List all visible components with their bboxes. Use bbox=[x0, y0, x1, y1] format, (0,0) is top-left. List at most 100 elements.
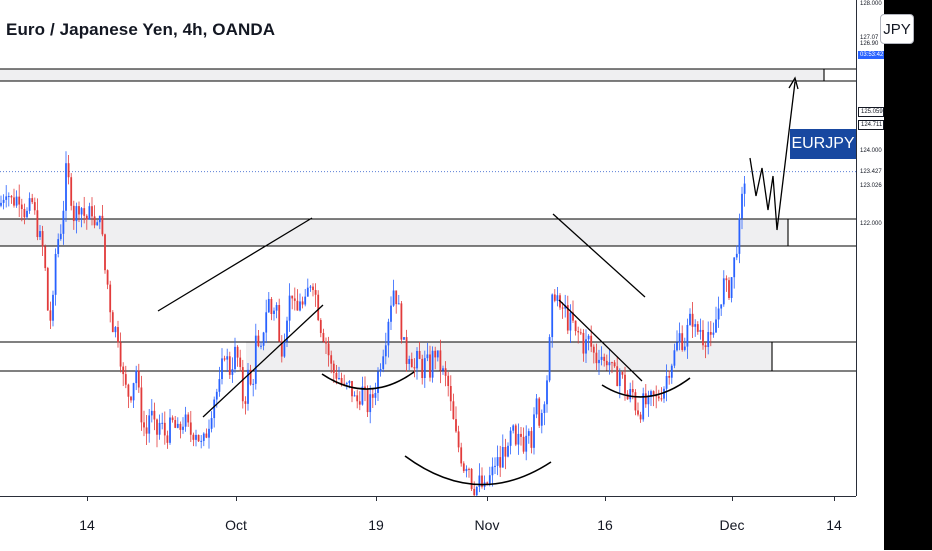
candle-body bbox=[400, 303, 403, 340]
candle-body bbox=[166, 435, 169, 443]
time-tick-mark bbox=[376, 497, 377, 501]
projection-path bbox=[749, 81, 796, 231]
candle-body bbox=[548, 337, 551, 381]
candle-body bbox=[265, 312, 268, 333]
candle-body bbox=[306, 287, 309, 297]
candle-body bbox=[683, 346, 686, 350]
candle-body bbox=[694, 324, 697, 327]
candle-body bbox=[421, 358, 424, 379]
candle-body bbox=[288, 295, 291, 321]
candle-body bbox=[75, 206, 78, 222]
candle-body bbox=[418, 350, 421, 359]
candle-body bbox=[70, 177, 73, 206]
price-tick-label: 124.000 bbox=[860, 147, 882, 154]
candle-body bbox=[644, 393, 647, 405]
candle-body bbox=[221, 358, 223, 380]
candle-body bbox=[707, 332, 710, 348]
candle-body bbox=[704, 345, 707, 348]
candle-body bbox=[0, 202, 2, 206]
candle-body bbox=[712, 332, 715, 335]
candle-body bbox=[478, 475, 481, 487]
candle-body bbox=[176, 423, 179, 428]
candle-body bbox=[98, 215, 101, 223]
candle-body bbox=[184, 414, 187, 427]
candle-body bbox=[52, 294, 54, 321]
candle-body bbox=[111, 312, 114, 333]
time-axis[interactable]: 14 Oct 19 Nov 16 Dec 14 bbox=[0, 496, 856, 551]
candle-body bbox=[384, 345, 387, 357]
pattern-arc bbox=[404, 455, 552, 486]
candle-body bbox=[187, 414, 190, 423]
candle-body bbox=[639, 414, 642, 420]
side-panel bbox=[884, 0, 932, 550]
candle-body bbox=[5, 196, 8, 200]
candle-body bbox=[286, 320, 288, 342]
candle-body bbox=[356, 395, 359, 402]
candle-body bbox=[535, 398, 538, 415]
candle-body bbox=[514, 425, 517, 445]
candle-body bbox=[553, 294, 556, 301]
candle-body bbox=[28, 198, 31, 211]
candle-body bbox=[410, 358, 413, 368]
pattern-arc bbox=[601, 377, 691, 398]
candle-body bbox=[470, 468, 473, 489]
candle-body bbox=[473, 488, 476, 496]
candle-body bbox=[444, 368, 447, 376]
candle-body bbox=[169, 417, 171, 443]
candle-body bbox=[72, 205, 75, 222]
time-tick-label: 19 bbox=[368, 517, 384, 533]
candle-body bbox=[13, 197, 15, 206]
candle-body bbox=[504, 447, 507, 457]
candle-body bbox=[49, 310, 52, 321]
candle-body bbox=[696, 324, 699, 332]
candle-body bbox=[33, 202, 36, 211]
candle-body bbox=[7, 196, 10, 198]
candle-body bbox=[663, 388, 665, 399]
candle-body bbox=[62, 210, 65, 234]
candle-body bbox=[314, 290, 317, 295]
candle-body bbox=[325, 341, 327, 344]
candle-body bbox=[717, 308, 720, 320]
price-label: 123.026 bbox=[858, 182, 884, 191]
candle-body bbox=[392, 290, 395, 306]
candle-body bbox=[434, 350, 437, 358]
candle-body bbox=[267, 298, 270, 313]
candle-body bbox=[85, 215, 88, 220]
candle-body bbox=[501, 447, 504, 468]
trend-line bbox=[157, 217, 313, 312]
candle-body bbox=[551, 294, 554, 338]
candle-body bbox=[436, 350, 439, 358]
candle-body bbox=[382, 356, 385, 370]
candle-body bbox=[626, 393, 629, 400]
candle-body bbox=[678, 333, 681, 343]
candle-body bbox=[429, 354, 431, 378]
candle-body bbox=[262, 332, 265, 346]
candle-body bbox=[403, 337, 405, 340]
candle-body bbox=[486, 482, 489, 484]
candle-body bbox=[605, 360, 608, 366]
candle-body bbox=[650, 391, 652, 397]
candle-body bbox=[215, 391, 218, 400]
candle-body bbox=[613, 362, 616, 367]
candle-body bbox=[585, 339, 587, 354]
candle-body bbox=[335, 372, 338, 379]
candle-body bbox=[80, 208, 83, 215]
currency-badge[interactable]: JPY bbox=[880, 14, 914, 44]
time-tick-mark bbox=[605, 497, 606, 501]
candle-body bbox=[54, 253, 57, 295]
candle-body bbox=[312, 286, 314, 291]
chart-area[interactable] bbox=[0, 0, 856, 496]
time-tick-label: 14 bbox=[79, 517, 95, 533]
candle-body bbox=[218, 379, 221, 392]
candle-body bbox=[512, 425, 515, 431]
candle-body bbox=[296, 300, 299, 311]
candle-body bbox=[439, 350, 442, 371]
symbol-label: EURJPY bbox=[790, 129, 856, 159]
candle-body bbox=[405, 337, 408, 364]
candle-body bbox=[299, 301, 301, 311]
price-axis[interactable]: 128.000 124.000 122.000 127.07 126.90 03:53:4… bbox=[856, 0, 885, 496]
candle-body bbox=[278, 305, 281, 342]
candle-body bbox=[457, 431, 460, 448]
candle-body bbox=[366, 389, 369, 413]
candle-body bbox=[556, 295, 559, 301]
